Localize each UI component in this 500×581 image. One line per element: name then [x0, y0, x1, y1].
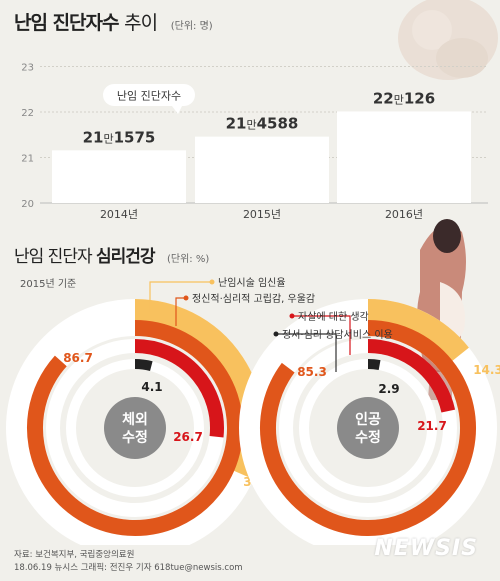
ring-value-label: 21.7	[417, 419, 447, 433]
ring-arc	[368, 364, 380, 365]
ring-value-label: 14.3	[473, 363, 500, 377]
group-label-line2: 수정	[122, 429, 148, 446]
legend-marker	[290, 314, 295, 319]
legend-marker	[274, 332, 279, 337]
group-label-line2: 수정	[355, 429, 381, 446]
legend-label: 난임시술 임신율	[218, 276, 286, 289]
legend-label: 정신적·심리적 고립감, 우울감	[192, 292, 315, 305]
ring-value-label: 4.1	[141, 380, 162, 394]
ring-value-label: 85.3	[297, 365, 327, 379]
legend-marker	[210, 280, 215, 285]
newsis-logo: NEWSIS	[374, 536, 478, 561]
source-text: 자료: 보건복지부, 국립중앙의료원	[14, 549, 243, 562]
ring-value-label: 2.9	[378, 382, 399, 396]
ring-value-label: 86.7	[63, 351, 93, 365]
credit-text: 18.06.19 뉴시스 그래픽: 전진우 기자 618tue@newsis.c…	[14, 562, 243, 575]
center-badge	[104, 397, 166, 459]
legend-marker	[184, 296, 189, 301]
legend-label: 자살에 대한 생각	[298, 311, 369, 323]
footer: 자료: 보건복지부, 국립중앙의료원 18.06.19 뉴시스 그래픽: 전진우…	[14, 549, 243, 575]
center-badge	[337, 397, 399, 459]
group-label-line1: 체외	[122, 411, 148, 428]
legend-label: 정서·심리 상담서비스 이용	[282, 329, 393, 341]
group-label-line1: 인공	[355, 411, 381, 428]
ring-value-label: 26.7	[173, 430, 203, 444]
ring-arc	[135, 364, 151, 366]
